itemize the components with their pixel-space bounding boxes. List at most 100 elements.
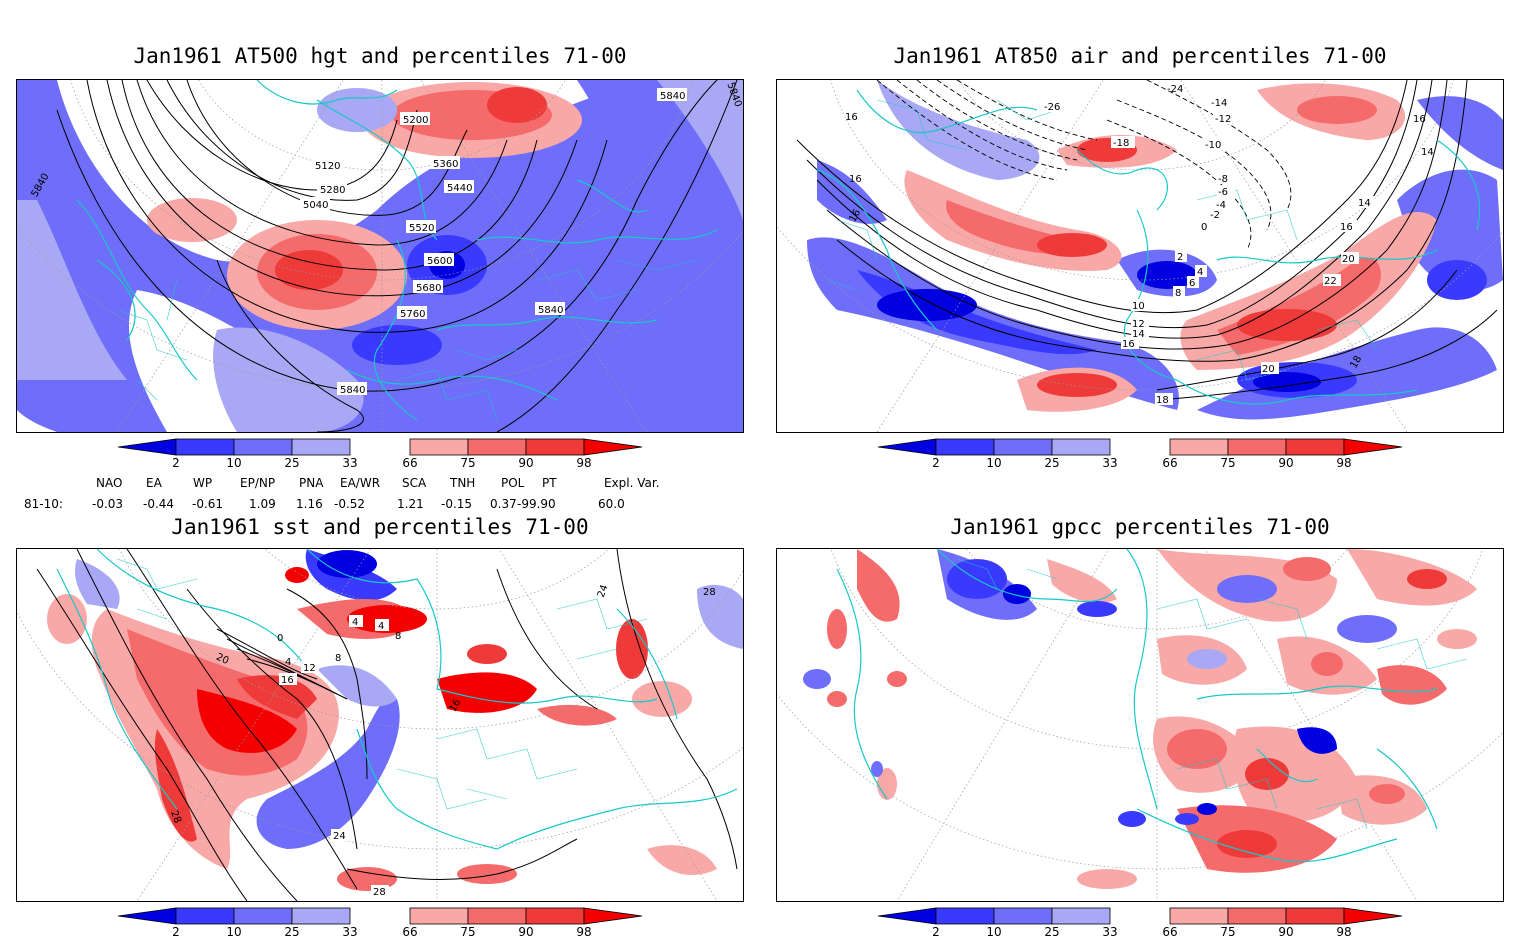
tele-header: SCA: [402, 476, 427, 490]
colorbar-label: 75: [1220, 456, 1236, 470]
contour-label: 24: [333, 831, 346, 842]
tele-value: 1.16: [296, 497, 323, 511]
colorbar-label: 10: [226, 925, 242, 939]
tele-header: EP/NP: [240, 476, 276, 490]
contour-label: 28: [703, 587, 716, 598]
contour-label: -24: [1167, 84, 1183, 95]
colorbar-label: 90: [518, 925, 534, 939]
contour-label: 2: [1177, 252, 1183, 263]
contour-label: 5760: [400, 309, 425, 320]
tele-value: -0.52: [334, 497, 366, 511]
colorbar-label: 98: [1336, 925, 1352, 939]
colorbar-label: 2: [932, 925, 940, 939]
contour-label: 28: [373, 887, 386, 898]
tele-header: EA/WR: [340, 476, 381, 490]
colorbar-label: 90: [518, 456, 534, 470]
colorbar-label: 66: [1162, 925, 1178, 939]
tele-header: Expl. Var.: [604, 476, 660, 490]
contour-label: 4: [285, 657, 291, 668]
colorbar-label: 10: [986, 925, 1002, 939]
tele-header: PT: [542, 476, 557, 490]
contour-label: 8: [1175, 288, 1181, 299]
colorbar-label: 75: [1220, 925, 1236, 939]
contour-label: -10: [1205, 140, 1221, 151]
panel2-title: Jan1961 AT850 air and percentiles 71-00: [893, 44, 1387, 68]
colorbar-label: 98: [1336, 456, 1352, 470]
colorbar-label: 33: [1102, 456, 1118, 470]
contour-label: 8: [395, 631, 401, 642]
colorbar-hgt500: 2 10 25 33 66 75 90 98: [0, 437, 760, 471]
contour-label: 4: [352, 617, 358, 628]
colorbar-label: 25: [1044, 925, 1060, 939]
contour-label: 5520: [409, 223, 434, 234]
colorbar-air850: 2 10 25 33 66 75 90 98: [760, 437, 1520, 471]
contour-label: 4: [1197, 267, 1203, 278]
colorbar-label: 98: [576, 925, 592, 939]
colorbar-label: 90: [1278, 456, 1294, 470]
colorbar-label: 33: [342, 925, 358, 939]
tele-header: POL: [501, 476, 525, 490]
tele-value: -0.03: [92, 497, 124, 511]
contour-label: 5840: [660, 91, 685, 102]
contour-label: 5840: [538, 305, 563, 316]
contour-label: 5280: [320, 185, 345, 196]
contour-label: 5440: [447, 183, 472, 194]
tele-value: 60.0: [598, 497, 625, 511]
tele-value: 0.37: [490, 497, 517, 511]
contour-label: 18: [1156, 395, 1169, 406]
colorbar-sst: 2 10 25 33 66 75 90 98: [0, 906, 760, 940]
contour-label: -2: [1210, 210, 1220, 221]
contour-label: 10: [1132, 301, 1145, 312]
colorbar-gpcc: 2 10 25 33 66 75 90 98: [760, 906, 1520, 940]
contour-label: -4: [1216, 200, 1226, 211]
contour-label: 5120: [315, 161, 340, 172]
contour-label: 16: [1340, 222, 1353, 233]
contour-label: 5680: [416, 283, 441, 294]
contour-label: 16: [849, 174, 862, 185]
map-panel-gpcc: [776, 548, 1504, 902]
map-panel-sst: 20 16 12 8 4 0 24 28 28 28 24 4 4 8 16: [16, 548, 744, 902]
map-hgt500: 5040 5200 5120 5360 5280 5440 5520 5600 …: [17, 80, 743, 432]
contour-label: 5040: [303, 200, 328, 211]
tele-value: 1.21: [397, 497, 424, 511]
tele-value: -0.44: [143, 497, 175, 511]
colorbar-label: 25: [284, 456, 300, 470]
tele-header: PNA: [299, 476, 324, 490]
colorbar-segment: [117, 438, 177, 456]
contour-label: -18: [1113, 138, 1129, 149]
contour-label: 4: [378, 621, 384, 632]
colorbar-label: 33: [342, 456, 358, 470]
map-air850: 16 16 16 -26 -24 -14 -12 -10 -18 -8 -6 -…: [777, 80, 1503, 432]
colorbar-label: 75: [460, 925, 476, 939]
tele-header: EA: [146, 476, 162, 490]
tele-value: -99.90: [517, 497, 556, 511]
map-sst: 20 16 12 8 4 0 24 28 28 28 24 4 4 8 16: [17, 549, 743, 901]
colorbar-label: 25: [284, 925, 300, 939]
contour-label: 14: [1421, 147, 1434, 158]
contour-label: 16: [1122, 339, 1135, 350]
panel3-title: Jan1961 sst and percentiles 71-00: [171, 515, 589, 539]
colorbar-label: 75: [460, 456, 476, 470]
contour-label: 16: [281, 675, 294, 686]
contour-label: -6: [1218, 187, 1228, 198]
contour-label: 6: [1189, 278, 1195, 289]
colorbar-label: 2: [932, 456, 940, 470]
contour-label: 12: [303, 663, 316, 674]
tele-value: -0.15: [441, 497, 473, 511]
panel4-title: Jan1961 gpcc percentiles 71-00: [950, 515, 1330, 539]
contour-label: -26: [1044, 102, 1060, 113]
contour-label: 14: [1132, 329, 1145, 340]
map-gpcc: [777, 549, 1503, 901]
contour-label: 8: [335, 653, 341, 664]
tele-header: WP: [193, 476, 213, 490]
panel1-title: Jan1961 AT500 hgt and percentiles 71-00: [133, 44, 627, 68]
contour-label: 5600: [427, 256, 452, 267]
colorbar-label: 25: [1044, 456, 1060, 470]
contour-label: 12: [1132, 319, 1145, 330]
tele-row-label: 81-10:: [24, 497, 63, 511]
contour-label: 16: [1413, 114, 1426, 125]
contour-label: 14: [1358, 198, 1371, 209]
contour-label: 22: [1324, 276, 1337, 287]
colorbar-label: 66: [402, 456, 418, 470]
map-panel-hgt500: 5040 5200 5120 5360 5280 5440 5520 5600 …: [16, 79, 744, 433]
